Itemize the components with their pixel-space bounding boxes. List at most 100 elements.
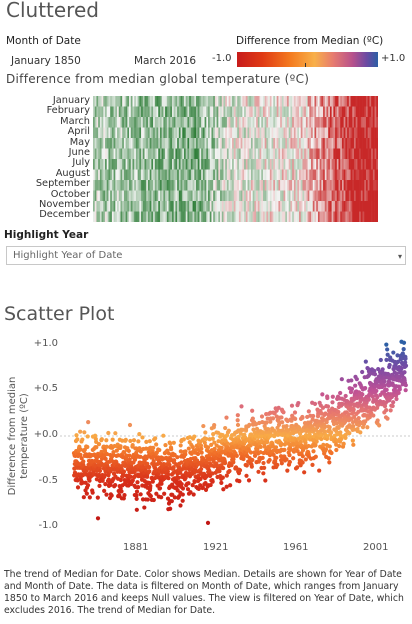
heatmap-cell[interactable] [147, 201, 150, 212]
heatmap-cell[interactable] [321, 201, 324, 212]
heatmap-cell[interactable] [281, 159, 284, 170]
heatmap-cell[interactable] [245, 127, 248, 139]
heatmap-cell[interactable] [105, 148, 108, 160]
scatter-point[interactable] [313, 454, 318, 459]
heatmap-cell[interactable] [165, 127, 168, 139]
heatmap-cell[interactable] [110, 106, 113, 118]
heatmap-cell[interactable] [154, 169, 157, 181]
heatmap-cell[interactable] [156, 201, 159, 212]
heatmap-cell[interactable] [257, 106, 260, 118]
heatmap-cell[interactable] [213, 138, 216, 149]
heatmap-cell[interactable] [202, 96, 205, 107]
heatmap-cell[interactable] [134, 127, 137, 139]
heatmap-cell[interactable] [165, 138, 168, 149]
heatmap-cell[interactable] [178, 127, 181, 139]
heatmap-cell[interactable] [276, 159, 279, 170]
scatter-point[interactable] [341, 441, 346, 446]
heatmap-cell[interactable] [326, 96, 329, 107]
heatmap-cell[interactable] [151, 96, 154, 107]
scatter-point[interactable] [113, 431, 118, 436]
heatmap-cell[interactable] [208, 201, 211, 212]
heatmap-cell[interactable] [154, 159, 157, 170]
heatmap-cell[interactable] [129, 211, 132, 223]
heatmap-cell[interactable] [158, 127, 161, 139]
heatmap-cell[interactable] [360, 211, 363, 223]
heatmap-cell[interactable] [135, 117, 138, 128]
heatmap-cell[interactable] [238, 169, 241, 181]
heatmap-cell[interactable] [292, 148, 295, 160]
heatmap-cell[interactable] [252, 106, 255, 118]
heatmap-cell[interactable] [105, 169, 108, 181]
heatmap-cell[interactable] [274, 190, 278, 202]
scatter-point[interactable] [260, 455, 265, 460]
scatter-point[interactable] [305, 414, 310, 420]
heatmap-cell[interactable] [225, 180, 228, 191]
scatter-point[interactable] [82, 447, 87, 452]
heatmap-cell[interactable] [199, 117, 202, 128]
scatter-point[interactable] [388, 408, 393, 413]
heatmap-cell[interactable] [280, 106, 283, 118]
heatmap-cell[interactable] [99, 127, 102, 139]
heatmap-cell[interactable] [242, 180, 245, 191]
heatmap-cell[interactable] [256, 169, 259, 181]
heatmap-cell[interactable] [120, 148, 123, 160]
heatmap-cell[interactable] [225, 138, 228, 149]
heatmap-cell[interactable] [101, 201, 104, 212]
scatter-point[interactable] [249, 464, 254, 469]
scatter-point[interactable] [241, 456, 246, 462]
heatmap-cell[interactable] [309, 190, 312, 202]
heatmap-cell[interactable] [357, 96, 360, 107]
heatmap-cell[interactable] [237, 117, 240, 128]
heatmap-cell[interactable] [233, 106, 236, 118]
scatter-point[interactable] [220, 475, 225, 480]
heatmap-cell[interactable] [137, 148, 140, 160]
heatmap-cell[interactable] [177, 96, 180, 107]
heatmap-cell[interactable] [96, 96, 99, 107]
heatmap-cell[interactable] [115, 180, 118, 191]
scatter-point[interactable] [191, 492, 196, 497]
heatmap-cell[interactable] [144, 159, 147, 170]
heatmap-cell[interactable] [173, 127, 176, 139]
heatmap-cell[interactable] [177, 148, 180, 160]
heatmap-cell[interactable] [135, 190, 138, 202]
heatmap-cell[interactable] [374, 148, 377, 160]
heatmap-cell[interactable] [269, 159, 272, 170]
scatter-point[interactable] [327, 425, 332, 430]
heatmap-cell[interactable] [257, 211, 260, 223]
scatter-point[interactable] [154, 450, 159, 455]
heatmap-cell[interactable] [129, 96, 132, 107]
heatmap-cell[interactable] [293, 211, 296, 223]
heatmap-cell[interactable] [245, 106, 248, 118]
heatmap-cell[interactable] [93, 96, 96, 107]
heatmap-cell[interactable] [93, 138, 96, 149]
heatmap-cell[interactable] [180, 127, 183, 139]
heatmap-cell[interactable] [359, 106, 362, 118]
heatmap-cell[interactable] [252, 190, 255, 202]
heatmap-cell[interactable] [300, 117, 303, 128]
heatmap-cell[interactable] [266, 159, 269, 170]
heatmap-cell[interactable] [168, 180, 171, 191]
heatmap-cell[interactable] [233, 96, 236, 107]
heatmap-cell[interactable] [352, 201, 355, 212]
scatter-chart[interactable] [60, 336, 412, 536]
heatmap-cell[interactable] [355, 138, 358, 149]
heatmap-cell[interactable] [156, 96, 159, 107]
heatmap-cell[interactable] [147, 127, 150, 139]
heatmap-cell[interactable] [213, 106, 216, 118]
heatmap-cell[interactable] [326, 201, 329, 212]
heatmap-cell[interactable] [232, 169, 235, 181]
heatmap-cell[interactable] [240, 159, 243, 170]
scatter-point[interactable] [110, 437, 115, 442]
heatmap-cell[interactable] [197, 180, 200, 191]
heatmap-cell[interactable] [208, 180, 211, 191]
heatmap-cell[interactable] [372, 96, 375, 107]
heatmap-cell[interactable] [204, 117, 207, 128]
scatter-point[interactable] [370, 394, 375, 399]
heatmap-cell[interactable] [254, 148, 257, 160]
heatmap-cell[interactable] [204, 159, 207, 170]
scatter-point[interactable] [163, 442, 168, 448]
heatmap-cell[interactable] [192, 159, 195, 170]
heatmap-cell[interactable] [235, 169, 238, 181]
scatter-point[interactable] [375, 405, 380, 410]
heatmap-cell[interactable] [216, 148, 219, 160]
